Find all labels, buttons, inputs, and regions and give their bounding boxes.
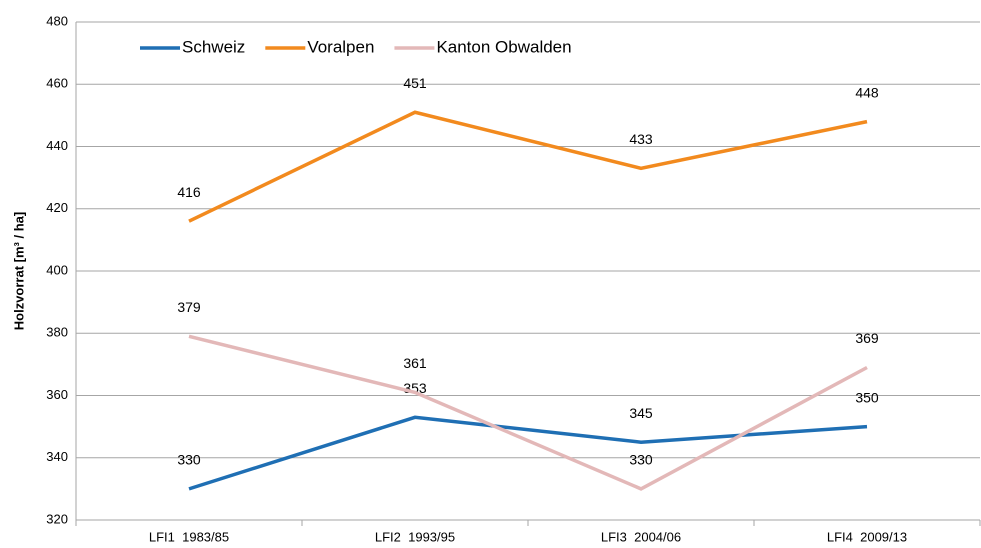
data-label: 369 bbox=[855, 330, 879, 346]
y-tick-label: 320 bbox=[46, 511, 68, 526]
x-tick-label: LFI4 2009/13 bbox=[827, 529, 907, 544]
series-line bbox=[188, 415, 868, 491]
y-tick-label: 340 bbox=[46, 449, 68, 464]
y-tick-label: 360 bbox=[46, 387, 68, 402]
x-tick-label: LFI3 2004/06 bbox=[601, 529, 681, 544]
data-label: 448 bbox=[855, 84, 879, 100]
data-label: 330 bbox=[177, 452, 201, 468]
y-tick-label: 400 bbox=[46, 262, 68, 277]
legend-label: Schweiz bbox=[182, 37, 245, 56]
y-tick-label: 380 bbox=[46, 325, 68, 340]
y-tick-label: 460 bbox=[46, 76, 68, 91]
series-line bbox=[188, 334, 868, 491]
legend-label: Kanton Obwalden bbox=[436, 37, 571, 56]
y-tick-label: 420 bbox=[46, 200, 68, 215]
data-label: 345 bbox=[629, 405, 653, 421]
data-label: 361 bbox=[403, 355, 427, 371]
data-label: 330 bbox=[629, 452, 653, 468]
data-label: 451 bbox=[403, 75, 427, 91]
x-tick-label: LFI2 1993/95 bbox=[375, 529, 455, 544]
y-axis-label: Holzvorrat [m³ / ha] bbox=[11, 212, 26, 330]
data-label: 416 bbox=[177, 184, 201, 200]
y-tick-label: 480 bbox=[46, 13, 68, 28]
data-label: 350 bbox=[855, 389, 879, 405]
series-line bbox=[188, 110, 868, 223]
y-tick-label: 440 bbox=[46, 138, 68, 153]
legend-label: Voralpen bbox=[307, 37, 374, 56]
data-label: 433 bbox=[629, 131, 653, 147]
x-tick-label: LFI1 1983/85 bbox=[149, 529, 229, 544]
data-label: 379 bbox=[177, 299, 201, 315]
